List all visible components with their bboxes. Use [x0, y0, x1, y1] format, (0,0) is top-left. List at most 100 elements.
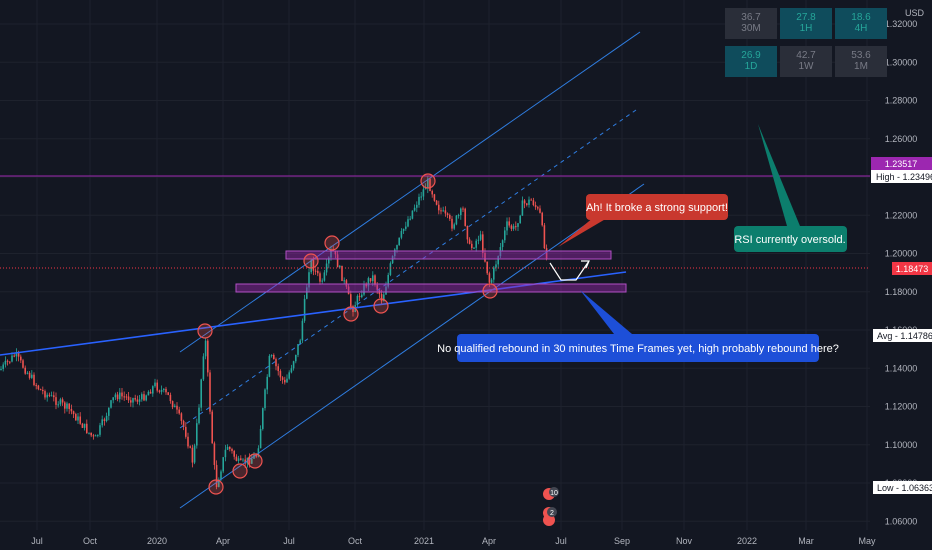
candle-body [156, 382, 158, 391]
candle-body [125, 396, 128, 398]
rsi-cell-30m: 36.7 30M [725, 8, 777, 39]
candle-body [108, 407, 110, 416]
candle-body [466, 225, 469, 240]
candle-body [66, 403, 68, 409]
level-high-zone-value: 1.23517 [885, 159, 918, 169]
rsi-timeframe: 1D [744, 61, 758, 72]
candle-body [523, 200, 526, 204]
candle-body [477, 239, 480, 241]
candle-body [53, 395, 55, 398]
rsi-timeframe: 1W [798, 61, 814, 72]
candle-body [501, 240, 504, 248]
rsi-timeframe: 1M [854, 61, 868, 72]
candle-body [266, 376, 268, 390]
candle-body [15, 352, 18, 357]
candle-body [185, 426, 187, 437]
candle-body [35, 385, 37, 387]
candle-body [330, 249, 332, 258]
candle-body [200, 379, 202, 408]
candle-body [77, 416, 79, 421]
long-trend-line [0, 271, 627, 356]
candle-body [83, 423, 86, 428]
candle-body [367, 278, 370, 287]
candle-body [211, 411, 213, 444]
candle-body [242, 459, 244, 461]
candle-body [248, 457, 251, 464]
candle-body [264, 389, 266, 409]
candle-body [365, 284, 367, 287]
rsi-cell-1d: 26.9 1D [725, 46, 777, 77]
candle-body [416, 204, 418, 208]
candle-body [402, 228, 405, 232]
candle-body [541, 212, 543, 226]
candle-body [363, 284, 365, 295]
candle-body [176, 405, 178, 410]
candle-body [46, 394, 48, 398]
candle-body [303, 298, 306, 321]
level-current-value: 1.18473 [896, 264, 929, 274]
candle-body [44, 391, 46, 398]
candle-body [105, 415, 108, 421]
candle-body [279, 371, 282, 378]
candle-body [79, 416, 81, 424]
candle-body [352, 306, 354, 313]
candle-body [75, 414, 77, 421]
candle-body [119, 392, 121, 400]
candle-body [90, 432, 92, 436]
candle-body [103, 419, 106, 421]
candle-body [55, 397, 57, 405]
candle-body [328, 257, 330, 264]
candle-body [110, 400, 112, 408]
candle-body [471, 243, 473, 249]
candle-body [169, 394, 172, 402]
candle-body [429, 178, 431, 192]
candle-body [440, 210, 442, 212]
candle-body [180, 413, 183, 421]
candle-body [72, 411, 75, 415]
currency-label: USD [905, 8, 925, 18]
candle-body [376, 284, 378, 290]
candle-body [37, 385, 40, 390]
candle-body [308, 272, 310, 288]
candle-body [204, 340, 207, 357]
candle-body [11, 355, 13, 362]
x-tick-label: 2021 [414, 536, 434, 546]
candle-body [48, 394, 51, 396]
candle-body [407, 219, 409, 227]
x-tick-label: 2022 [737, 536, 757, 546]
candle-body [189, 446, 191, 448]
candle-body [323, 272, 326, 281]
y-tick-label: 1.18000 [885, 287, 918, 297]
y-tick-label: 1.32000 [885, 19, 918, 29]
candle-body [9, 361, 11, 363]
projection-path [549, 260, 590, 281]
candle-body [160, 389, 163, 392]
candle-body [92, 435, 95, 437]
candle-body [31, 374, 33, 378]
grid [0, 0, 870, 530]
candle-body [361, 294, 363, 298]
candle-body [460, 208, 462, 216]
rsi-table: 36.7 30M 27.8 1H 18.6 4H 26.9 1D 42.7 1W 53.6… [725, 8, 887, 78]
candle-body [141, 394, 143, 400]
candle-body [240, 458, 242, 461]
x-tick-label: Apr [216, 536, 230, 546]
candle-body [251, 458, 253, 464]
candle-body [70, 408, 73, 412]
candle-body [358, 295, 361, 298]
candle-body [299, 340, 301, 345]
rsi-value: 42.7 [796, 50, 816, 61]
rsi-timeframe: 1H [799, 23, 813, 34]
candle-body [182, 420, 185, 427]
candle-body [431, 191, 433, 195]
candle-body [479, 234, 482, 240]
candle-body [521, 200, 524, 216]
candle-body [321, 280, 323, 282]
event-badge-2 [547, 507, 557, 517]
candle-body [339, 265, 341, 268]
candle-body [334, 250, 337, 255]
callout-pointer-teal [758, 124, 800, 226]
candle-body [424, 188, 427, 190]
candle-body [277, 366, 279, 372]
